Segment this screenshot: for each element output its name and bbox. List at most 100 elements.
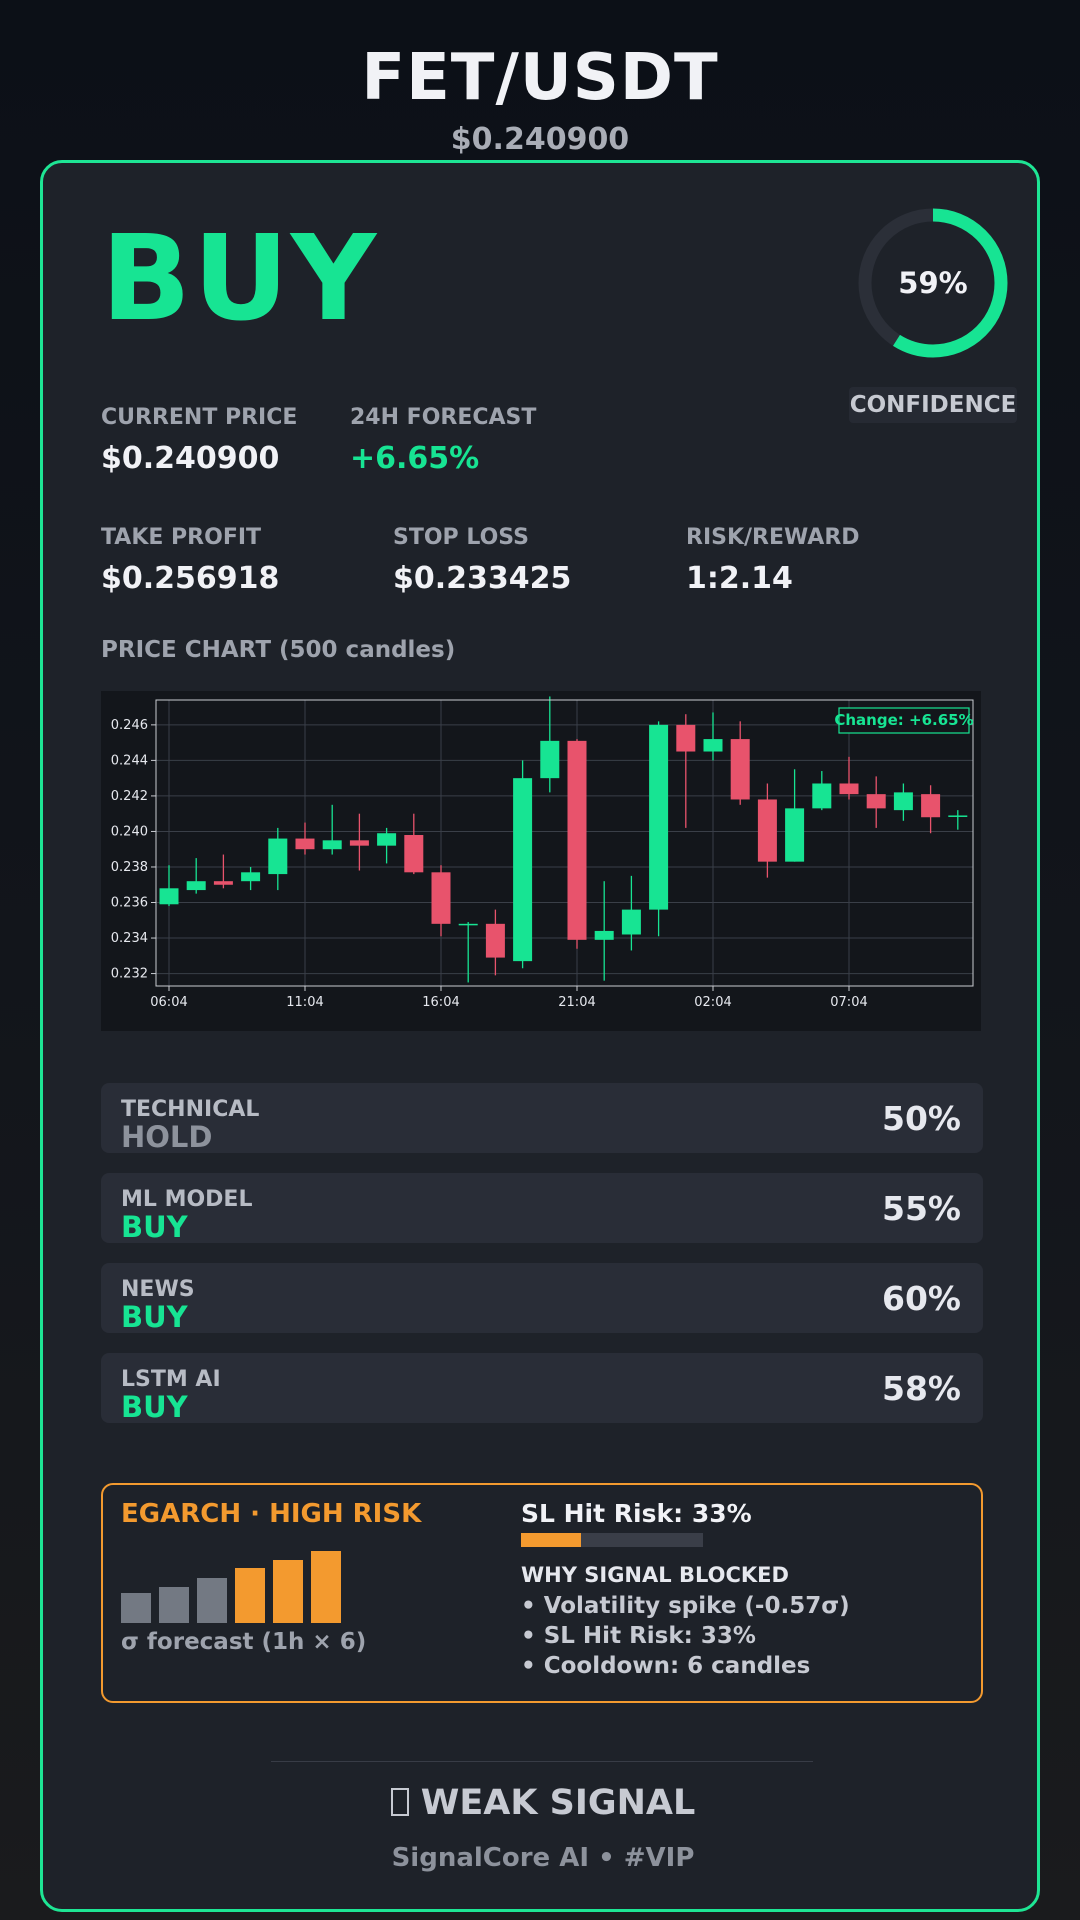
candle [268,827,288,891]
sigma-bar [121,1592,151,1623]
candle [241,866,261,891]
y-tick-label: 0.238 [111,860,148,875]
confidence-arc [858,208,1008,358]
candle-body [757,799,777,862]
y-tick-label: 0.234 [111,931,148,946]
forecast-label: 24H FORECAST [350,405,537,430]
candle-body [241,872,261,882]
candle [621,875,641,951]
component-signal: BUY [121,1300,188,1334]
confidence-ring [858,208,1008,358]
candle [730,721,750,805]
candle [866,776,886,828]
component-percent: 60% [882,1279,961,1318]
candle-body [649,724,669,910]
warning-icon [390,1788,409,1816]
candle-body [676,724,696,752]
candle-body [458,923,478,926]
candle-body [540,740,560,779]
candle-body [485,923,505,958]
candle-body [349,840,369,846]
candle-body [621,909,641,935]
y-tick-label: 0.244 [111,753,148,768]
candle-body [839,783,859,795]
candle-body [431,872,451,924]
component-signal: BUY [121,1390,188,1424]
candle [404,813,424,875]
candle [785,769,805,862]
component-signal: BUY [121,1210,188,1244]
confidence-label: CONFIDENCE [849,387,1017,423]
candle-body [730,739,750,800]
candle [893,783,913,821]
x-tick-label: 11:04 [286,995,323,1010]
candle [322,804,342,855]
candle [431,865,451,937]
divider [271,1761,813,1762]
candle [186,858,206,894]
candle [540,696,560,793]
candle [948,810,968,830]
component-row-ml-model: ML MODEL BUY 55% [101,1173,983,1243]
x-tick-label: 02:04 [694,995,731,1010]
plot-frame [155,699,974,987]
y-tick-label: 0.236 [111,896,148,911]
y-tick-label: 0.246 [111,718,148,733]
candle [757,783,777,878]
component-label: NEWS [121,1277,195,1302]
candle-body [213,881,233,885]
header-price: $0.240900 [450,122,630,157]
candle-body [893,792,913,811]
candle-body [268,838,288,875]
change-annotation: Change: +6.65% [834,711,973,729]
candle [213,854,233,889]
x-tick-label: 21:04 [558,995,595,1010]
signal-strength: WEAK SIGNAL [43,1783,1043,1823]
candle-body [186,881,206,891]
change-annotation-box [838,707,970,734]
candle-body [812,783,832,809]
candle-body [948,815,968,817]
component-row-technical: TECHNICAL HOLD 50% [101,1083,983,1153]
x-tick-label: 16:04 [422,995,459,1010]
risk-panel: EGARCH · HIGH RISK σ forecast (1h × 6) S… [101,1483,983,1703]
sigma-bar [311,1551,341,1623]
sl-hit-risk-bar [521,1533,703,1547]
component-percent: 58% [882,1369,961,1408]
candle-body [377,833,397,846]
candle [649,721,669,937]
candle [513,760,533,969]
candle-body [295,838,315,850]
candle-body [567,740,587,940]
sigma-bar [197,1578,227,1623]
candle [567,739,587,949]
blocked-reason: • Cooldown: 6 candles [521,1653,811,1679]
sigma-bar [273,1559,303,1623]
candle-body [866,794,886,809]
blocked-reason: • Volatility spike (-0.57σ) [521,1593,850,1619]
candle-body [703,739,723,752]
price-chart-svg: 0.232 0.234 0.236 0.238 0.240 0.242 0.244 0.246… [111,696,974,1010]
component-percent: 55% [882,1189,961,1228]
forecast-value: +6.65% [350,441,480,476]
candle-body [921,794,941,818]
candle-body [404,835,424,873]
candle-body [513,778,533,962]
stop-loss-label: STOP LOSS [393,525,529,550]
risk-reward-value: 1:2.14 [686,561,793,596]
candle-body [159,888,179,905]
candle [377,827,397,864]
candle [295,822,315,855]
candle [594,881,614,981]
signal-action: BUY [101,209,379,347]
candle-body [594,930,614,940]
candle [159,865,179,907]
candle [812,771,832,811]
y-tick-label: 0.232 [111,967,148,982]
blocked-reason: • SL Hit Risk: 33% [521,1623,756,1649]
sl-hit-risk: SL Hit Risk: 33% [521,1499,752,1528]
why-blocked-title: WHY SIGNAL BLOCKED [521,1563,789,1587]
candle [458,922,478,983]
current-price-value: $0.240900 [101,441,280,476]
y-tick-label: 0.240 [111,824,148,839]
